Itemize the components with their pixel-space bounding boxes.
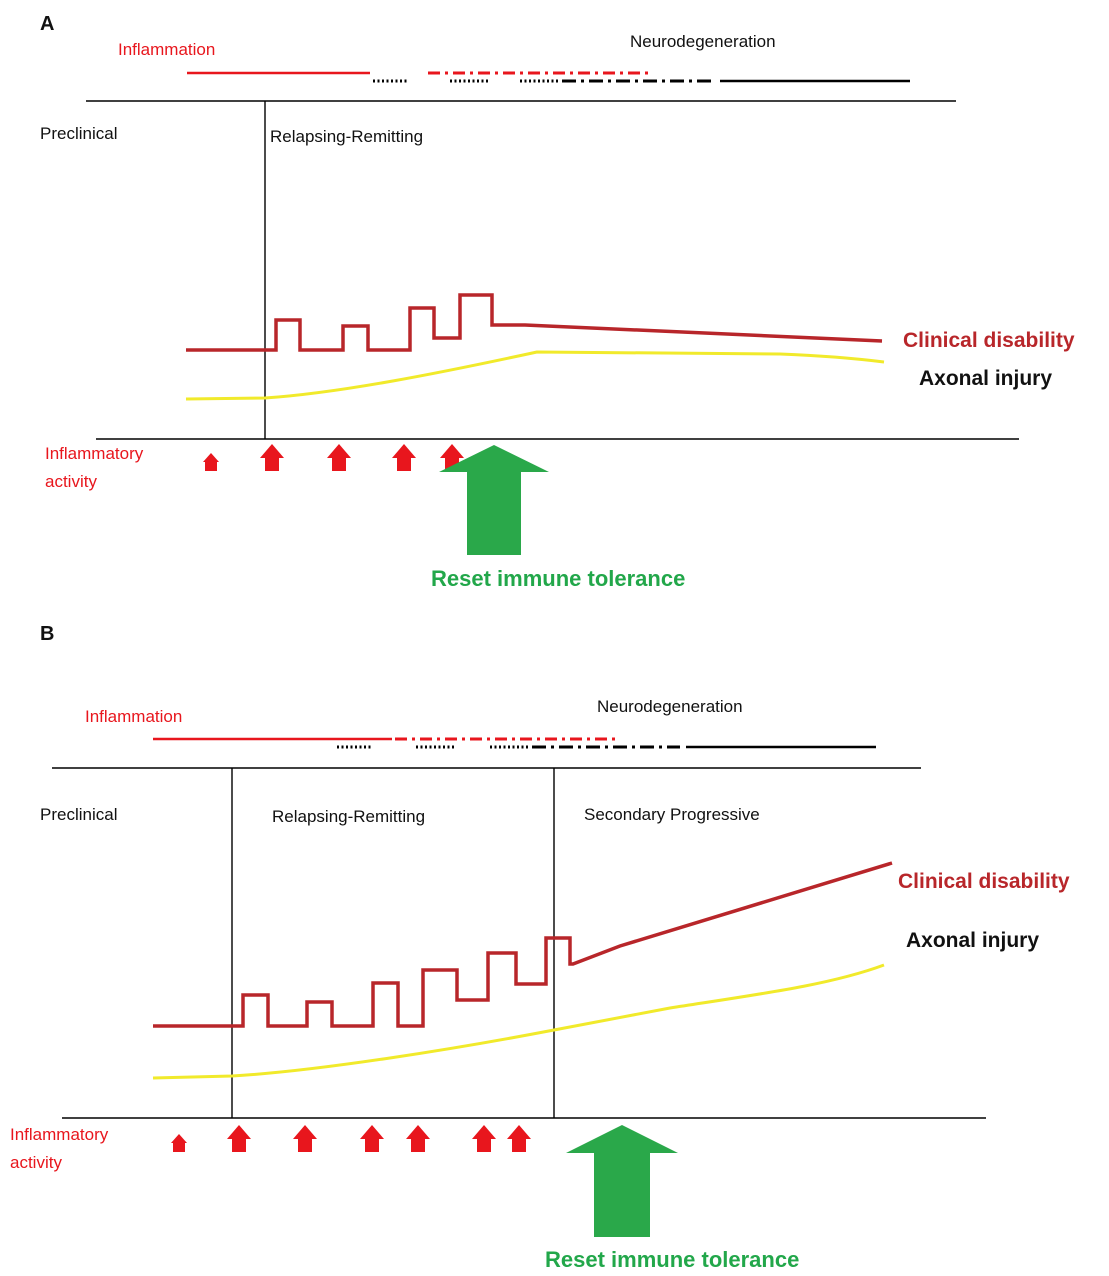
phase-relapsing-remitting: Relapsing-Remitting [270, 127, 423, 146]
inflammatory-arrow [293, 1125, 317, 1152]
phase-secondary-progressive: Secondary Progressive [584, 805, 760, 824]
inflammation-label: Inflammation [85, 707, 182, 726]
disease-phase-timeline [187, 71, 910, 83]
panel-b: B Inflammation Neurodegeneration Preclin… [10, 623, 1070, 1272]
axonal-injury-curve [152, 963, 885, 1080]
inflammatory-activity-label-1: Inflammatory [45, 444, 144, 463]
inflammatory-activity-label-2: activity [10, 1153, 62, 1172]
axonal-injury-label: Axonal injury [919, 367, 1052, 390]
reset-immune-tolerance-arrow [566, 1125, 678, 1237]
inflammatory-arrow [327, 444, 351, 471]
inflammation-label: Inflammation [118, 40, 215, 59]
clinical-disability-label: Clinical disability [898, 870, 1070, 893]
phase-preclinical: Preclinical [40, 805, 117, 824]
inflammatory-arrow [507, 1125, 531, 1152]
inflammatory-arrow [406, 1125, 430, 1152]
inflammatory-arrow [360, 1125, 384, 1152]
reset-immune-tolerance-label: Reset immune tolerance [545, 1247, 799, 1272]
inflammatory-arrow-small [203, 453, 219, 471]
phase-relapsing-remitting: Relapsing-Remitting [272, 807, 425, 826]
inflammatory-activity-label-1: Inflammatory [10, 1125, 109, 1144]
neurodegeneration-label: Neurodegeneration [630, 32, 776, 51]
inflammatory-arrow [260, 444, 284, 471]
phase-preclinical: Preclinical [40, 124, 117, 143]
disease-phase-timeline [153, 737, 876, 749]
clinical-disability-label: Clinical disability [903, 329, 1075, 352]
inflammatory-arrow [472, 1125, 496, 1152]
panel-a-label: A [40, 13, 54, 35]
panel-b-label: B [40, 623, 54, 645]
clinical-disability-curve [153, 861, 893, 1028]
reset-immune-tolerance-label: Reset immune tolerance [431, 566, 685, 591]
axonal-injury-curve [185, 350, 885, 401]
reset-immune-tolerance-arrow [439, 445, 549, 555]
panel-a: A Inflammation Neurodegeneration Preclin… [40, 13, 1075, 591]
axonal-injury-label: Axonal injury [906, 929, 1039, 952]
inflammatory-arrow-small [171, 1134, 187, 1152]
inflammatory-arrow [392, 444, 416, 471]
clinical-disability-curve [186, 293, 883, 352]
inflammatory-arrow [227, 1125, 251, 1152]
inflammatory-activity-label-2: activity [45, 472, 97, 491]
neurodegeneration-label: Neurodegeneration [597, 697, 743, 716]
